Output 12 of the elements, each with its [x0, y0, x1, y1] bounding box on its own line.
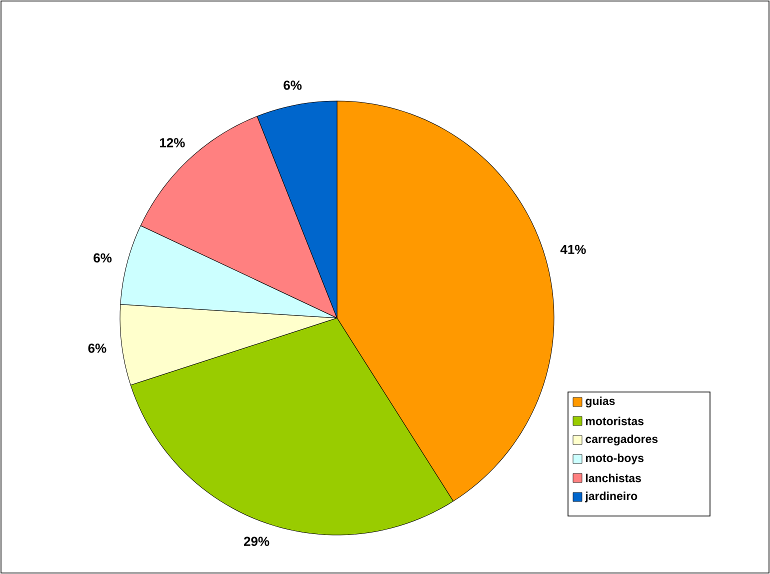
legend-label: lanchistas	[586, 474, 641, 482]
data-label: 12%	[160, 138, 185, 148]
legend-label: carregadores	[586, 434, 658, 446]
legend-label: guias	[586, 396, 615, 408]
data-label: 29%	[244, 536, 270, 546]
data-label: 41%	[560, 244, 586, 254]
data-label: 6%	[94, 253, 112, 263]
legend-label: moto-boys	[586, 454, 644, 464]
data-label: 6%	[88, 344, 106, 353]
legend-label: motoristas	[586, 416, 644, 426]
data-label: 6%	[284, 80, 302, 90]
legend-label: jardineiro	[585, 492, 638, 502]
